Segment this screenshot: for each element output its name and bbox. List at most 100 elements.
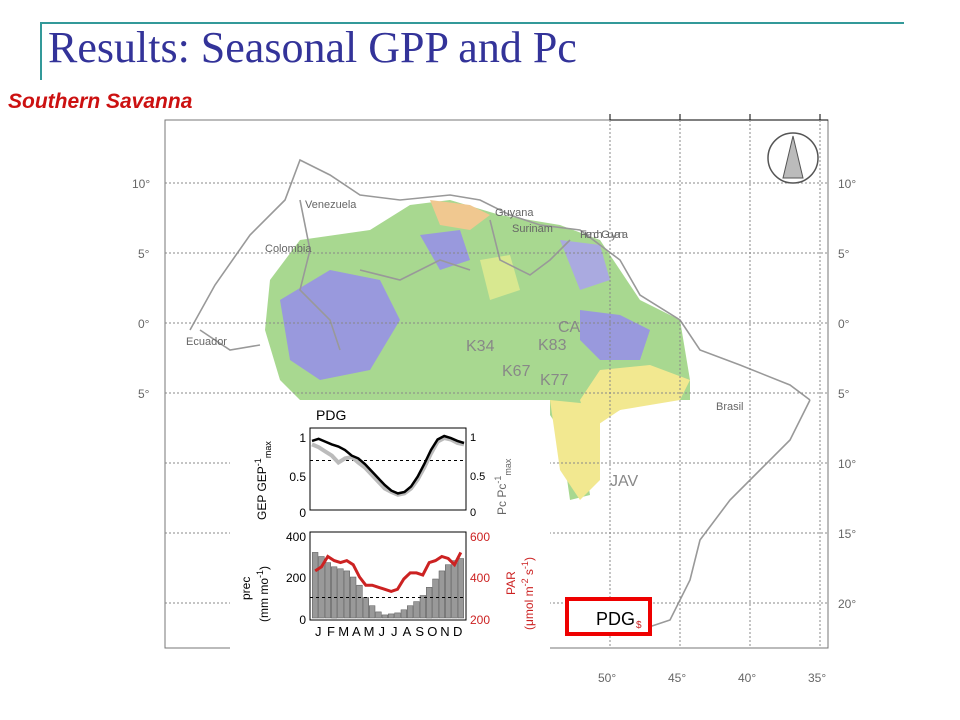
precip-bar [362,597,369,619]
map-grid [165,120,828,648]
precip-bar [426,587,433,619]
month-label: D [453,624,462,639]
country-label-surinam: Surinam [512,223,553,235]
site-label-jav: JAV [610,473,638,490]
top-panel-frame [309,427,467,511]
month-label: M [338,624,349,639]
country-label-colombia: Colombia [265,243,312,255]
inset-background [230,400,550,652]
lat-label: 5° [838,247,850,261]
top-right-ticks: 1 0.5 0 [470,432,485,519]
top-left-axis-label: GEP GEP-1max [253,441,273,520]
lon-label: 40° [738,671,756,685]
precip-bar [432,578,439,619]
bottom-left-ticks: 400 200 0 [286,530,306,627]
bottom-right-axis-label: PAR [504,571,518,595]
bottom-left-tick: 400 [286,530,306,544]
bottom-right-ticks: 600 400 200 [470,530,490,627]
precip-bar [407,605,414,619]
top-right-tick: 0.5 [470,471,485,483]
site-label-k67: K67 [502,363,531,380]
site-label-k83: K83 [538,337,567,354]
top-right-axis-label: Pc Pc-1max [493,458,513,515]
precip-bar [318,556,325,619]
title-side-line [40,22,42,80]
raster-wet-west [280,270,400,380]
title-bar-line [40,22,904,24]
precip-bar [413,601,420,619]
precip-bar [369,605,376,619]
bottom-panel-frame [309,531,467,621]
lat-label: 5° [838,387,850,401]
precip-bar [419,595,426,619]
lat-label: 20° [838,597,856,611]
bottom-left-axis-label: prec [239,577,253,600]
bottom-right-tick: 200 [470,613,490,627]
site-label-k77: K77 [540,372,569,389]
month-label: S [415,624,424,639]
top-right-tick: 1 [470,432,476,444]
precip-bar [388,613,395,619]
precip-bar [337,568,344,619]
country-label-guyana: Guyana [495,207,534,219]
month-label: A [403,624,412,639]
lat-label: 10° [838,177,856,191]
lat-label: 15° [838,527,856,541]
slide-subtitle: Southern Savanna [8,90,193,113]
precip-bar [312,552,319,619]
precip-bar [400,609,407,619]
bottom-right-tick: 400 [470,571,490,585]
precip-bar [438,570,445,619]
lat-label: 0° [838,317,850,331]
bottom-right-tick: 600 [470,530,490,544]
country-label-ecuador: Ecuador [186,336,227,348]
country-label-french-guyana: French Guyana [580,229,629,241]
pdg-site-label: PDG [596,609,635,629]
precip-bar [394,612,401,619]
precip-bar [356,584,363,619]
month-label: J [315,624,322,639]
inset-site-title: PDG [316,407,346,423]
raster-dry-south [550,400,600,500]
scale-bar [609,114,828,121]
month-label: J [391,624,398,639]
precip-bar [375,611,382,619]
lat-label: 5° [138,387,150,401]
lat-label: 5° [138,247,150,261]
precip-bar [381,614,388,619]
raster-dry-east [580,365,690,430]
pdg-marker-icon: $ [636,620,642,631]
series-line-par [314,551,463,593]
lat-label: 10° [838,457,856,471]
country-outlines [189,158,811,631]
lat-label: 0° [138,317,150,331]
raster-dry-north [430,200,490,230]
series-line-gep [311,434,465,495]
productivity-raster [265,200,690,500]
month-label: N [440,624,449,639]
top-left-tick: 0 [299,506,306,520]
country-label-brasil: Brasil [716,401,744,413]
month-label: A [352,624,361,639]
precip-bar [343,570,350,619]
lat-label: 10° [132,177,150,191]
slide-title: Results: Seasonal GPP and Pc [48,23,577,72]
site-label-ca: CA [558,319,581,336]
month-label: F [327,624,335,639]
pdg-highlight-box [565,597,652,636]
top-left-tick: 1 [299,431,306,445]
bottom-left-axis-label-2: (mm mo-1) [255,566,271,622]
lon-label: 50° [598,671,616,685]
precip-bar [331,566,338,619]
month-label: M [364,624,375,639]
series-line-pc [311,435,465,497]
site-label-k34: K34 [466,338,495,355]
bottom-left-tick: 200 [286,571,306,585]
bottom-right-axis-label-2: (μmol m-2 s-1) [520,557,536,630]
top-left-ticks: 1 0.5 0 [289,431,306,520]
precip-bar [457,558,464,619]
top-left-tick: 0.5 [289,470,306,484]
